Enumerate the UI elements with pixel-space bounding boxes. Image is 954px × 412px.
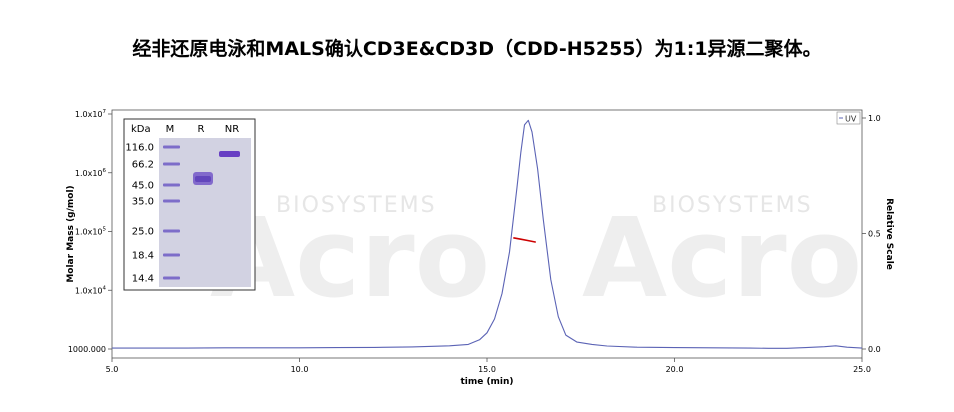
series-layer — [112, 119, 863, 349]
y-axis-right-label: Relative Scale — [884, 198, 894, 270]
gel-marker-band — [163, 183, 180, 187]
uv-trace-line — [112, 119, 863, 349]
gel-marker-band — [163, 199, 180, 203]
gel-marker-band — [163, 145, 180, 149]
gel-inset: kDa M R NR 116.0 66.2 45.0 35.0 25.0 18.4 14.4 — [123, 118, 256, 291]
gel-marker-label: 45.0 — [132, 181, 154, 192]
gel-image — [159, 138, 251, 287]
gel-lane-label: M — [166, 124, 175, 135]
gel-marker-label: 25.0 — [132, 227, 154, 238]
gel-band-r-core — [195, 176, 211, 182]
y-left-tick-label: 1.0x104 — [75, 285, 107, 295]
x-tick-label: 10.0 — [291, 365, 309, 374]
y-right-tick-label: 1.0 — [868, 114, 881, 123]
gel-marker-band — [163, 229, 180, 233]
watermark-brand-right: Acro — [582, 194, 862, 322]
gel-marker-label: 116.0 — [125, 143, 154, 154]
gel-marker-band — [163, 253, 180, 257]
molar-mass-line — [513, 237, 536, 243]
x-axis: 5.0 10.0 15.0 20.0 25.0 — [106, 358, 871, 374]
y-right-tick-label: 0.5 — [868, 230, 881, 239]
gel-marker-band — [163, 162, 180, 166]
y-left-tick-label: 1.0x107 — [75, 109, 107, 119]
x-axis-label: time (min) — [460, 377, 513, 387]
gel-marker-label: 18.4 — [132, 251, 154, 262]
y-axis-right: 0.0 0.5 1.0 — [862, 114, 881, 354]
watermark-sub-right: BIOSYSTEMS — [652, 193, 813, 218]
gel-marker-label: 35.0 — [132, 197, 154, 208]
y-right-tick-label: 0.0 — [868, 345, 881, 354]
gel-marker-label: 14.4 — [132, 274, 154, 285]
x-tick-label: 15.0 — [478, 365, 496, 374]
watermark: BIOSYSTEMS Acro BIOSYSTEMS Acro — [210, 193, 862, 322]
x-tick-label: 25.0 — [853, 365, 871, 374]
legend-box — [836, 111, 861, 125]
gel-unit-label: kDa — [131, 124, 151, 135]
legend-label: UV — [845, 115, 857, 124]
gel-lane-label: NR — [225, 124, 239, 135]
watermark-sub-left: BIOSYSTEMS — [276, 193, 437, 218]
gel-markers: 116.0 66.2 45.0 35.0 25.0 18.4 14.4 — [125, 143, 180, 285]
gel-marker-label: 66.2 — [132, 160, 154, 171]
x-tick-label: 5.0 — [106, 365, 119, 374]
gel-lane-label: R — [198, 124, 205, 135]
y-left-tick-label: 1000.000 — [68, 345, 106, 354]
gel-sample-bands — [193, 151, 240, 185]
gel-marker-band — [163, 276, 180, 280]
gel-lane-labels: M R NR — [166, 124, 240, 135]
y-axis-left-label: Molar Mass (g/mol) — [66, 185, 76, 282]
page-title: 经非还原电泳和MALS确认CD3E&CD3D（CDD-H5255）为1:1异源二… — [132, 38, 822, 60]
x-tick-label: 20.0 — [666, 365, 684, 374]
y-left-tick-label: 1.0x105 — [75, 227, 107, 237]
y-left-tick-label: 1.0x106 — [75, 168, 107, 178]
watermark-brand-left: Acro — [210, 194, 490, 322]
y-axis-left: 1000.000 1.0x104 1.0x105 1.0x106 1.0x107 — [68, 109, 112, 354]
gel-band-nr — [219, 151, 240, 157]
legend: UV — [836, 111, 861, 125]
